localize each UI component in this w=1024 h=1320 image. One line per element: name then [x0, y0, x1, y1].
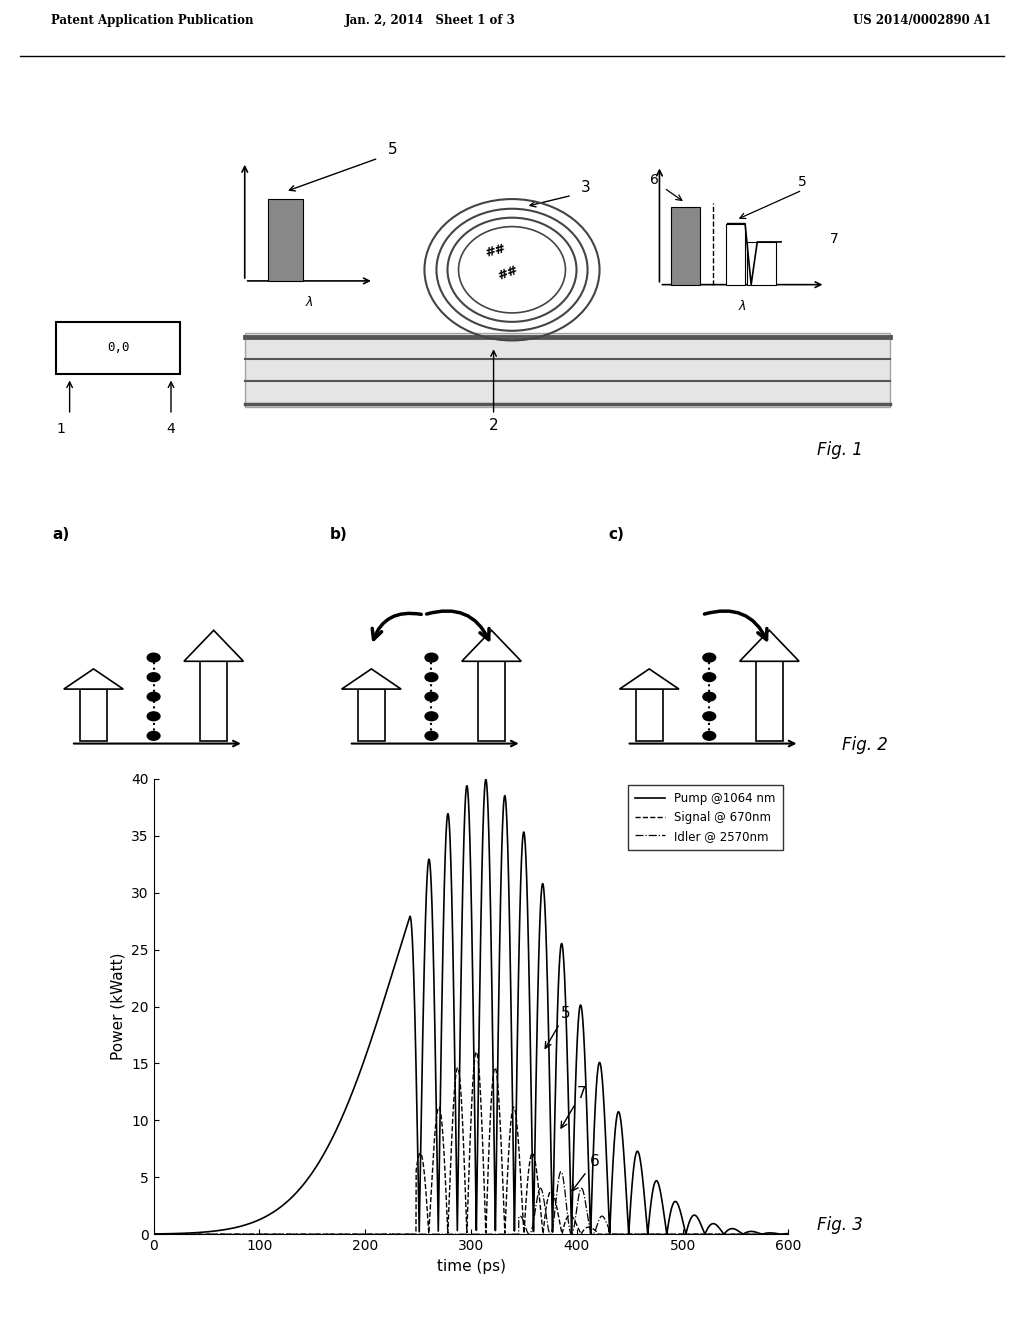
- Text: b): b): [330, 528, 348, 543]
- Signal @ 670nm: [387, 1226, 399, 1242]
- Y-axis label: Power (kWatt): Power (kWatt): [111, 953, 126, 1060]
- Text: Fig. 2: Fig. 2: [843, 735, 888, 754]
- Signal @ 670nm: [298, 1226, 310, 1242]
- Text: λ: λ: [738, 300, 746, 313]
- Pump @1064 nm: [298, 1175, 310, 1191]
- X-axis label: time (ps): time (ps): [436, 1258, 506, 1274]
- Circle shape: [425, 692, 438, 701]
- Circle shape: [702, 731, 716, 741]
- Pump @1064 nm: [782, 1226, 795, 1242]
- Signal @ 670nm: [432, 1101, 444, 1117]
- Text: ##: ##: [483, 242, 507, 260]
- Text: 6: 6: [572, 1154, 599, 1191]
- Pump @1064 nm: [295, 1180, 307, 1196]
- Text: 7: 7: [561, 1085, 587, 1129]
- Signal @ 670nm: [470, 1044, 482, 1060]
- Text: US 2014/0002890 A1: US 2014/0002890 A1: [853, 15, 990, 28]
- Polygon shape: [184, 630, 244, 661]
- Signal @ 670nm: [295, 1226, 307, 1242]
- Text: 3: 3: [581, 181, 591, 195]
- Circle shape: [425, 711, 438, 721]
- Polygon shape: [620, 669, 679, 689]
- Polygon shape: [462, 630, 521, 661]
- Text: 6: 6: [650, 173, 659, 187]
- Idler @ 2570nm: [777, 1226, 790, 1242]
- Polygon shape: [739, 630, 799, 661]
- Text: c): c): [608, 528, 624, 543]
- Pump @1064 nm: [479, 771, 492, 787]
- Circle shape: [702, 711, 716, 721]
- Idler @ 2570nm: [301, 1226, 313, 1242]
- Text: ##: ##: [496, 264, 519, 284]
- Signal @ 670nm: [782, 1226, 795, 1242]
- Pump @1064 nm: [147, 1226, 160, 1242]
- Text: 5: 5: [387, 143, 397, 157]
- Bar: [268, 199, 303, 281]
- Text: 7: 7: [830, 232, 839, 246]
- Signal @ 670nm: [301, 1226, 313, 1242]
- Circle shape: [147, 731, 160, 741]
- Signal @ 670nm: [777, 1226, 790, 1242]
- Text: 4: 4: [167, 422, 175, 437]
- Text: 2: 2: [488, 418, 499, 433]
- Text: 0,0: 0,0: [106, 342, 129, 354]
- Signal @ 670nm: [147, 1226, 160, 1242]
- Text: 5: 5: [798, 176, 807, 190]
- Circle shape: [425, 653, 438, 661]
- Text: Patent Application Publication: Patent Application Publication: [51, 15, 254, 28]
- Text: 5: 5: [545, 1006, 570, 1048]
- Polygon shape: [245, 333, 890, 408]
- Idler @ 2570nm: [147, 1226, 160, 1242]
- Pump @1064 nm: [777, 1226, 790, 1242]
- Circle shape: [147, 673, 160, 681]
- Idler @ 2570nm: [432, 1226, 444, 1242]
- Circle shape: [702, 653, 716, 661]
- Bar: [671, 206, 700, 285]
- Polygon shape: [63, 669, 123, 689]
- Circle shape: [147, 692, 160, 701]
- Pump @1064 nm: [301, 1171, 313, 1187]
- Bar: [80, 689, 108, 741]
- Text: λ: λ: [305, 296, 313, 309]
- Circle shape: [425, 673, 438, 681]
- Bar: [636, 689, 663, 741]
- Idler @ 2570nm: [295, 1226, 307, 1242]
- Polygon shape: [342, 669, 401, 689]
- Circle shape: [702, 692, 716, 701]
- Bar: [357, 689, 385, 741]
- Circle shape: [702, 673, 716, 681]
- Idler @ 2570nm: [782, 1226, 795, 1242]
- Text: Fig. 1: Fig. 1: [817, 441, 862, 459]
- Bar: [756, 661, 783, 741]
- Bar: [200, 661, 227, 741]
- Line: Signal @ 670nm: Signal @ 670nm: [154, 1052, 788, 1234]
- Line: Pump @1064 nm: Pump @1064 nm: [154, 779, 788, 1234]
- Text: Fig. 3: Fig. 3: [817, 1216, 862, 1234]
- Idler @ 2570nm: [555, 1164, 567, 1180]
- Idler @ 2570nm: [387, 1226, 399, 1242]
- Bar: [748, 242, 776, 285]
- Bar: [56, 322, 180, 374]
- Text: a): a): [52, 528, 70, 543]
- Pump @1064 nm: [775, 1226, 787, 1242]
- Text: Jan. 2, 2014   Sheet 1 of 3: Jan. 2, 2014 Sheet 1 of 3: [345, 15, 515, 28]
- Pump @1064 nm: [387, 964, 399, 979]
- Text: 1: 1: [56, 422, 65, 437]
- Idler @ 2570nm: [298, 1226, 310, 1242]
- Legend: Pump @1064 nm, Signal @ 670nm, Idler @ 2570nm: Pump @1064 nm, Signal @ 670nm, Idler @ 2…: [628, 784, 782, 850]
- Pump @1064 nm: [432, 1216, 444, 1232]
- Circle shape: [147, 711, 160, 721]
- Circle shape: [147, 653, 160, 661]
- Circle shape: [425, 731, 438, 741]
- Bar: [726, 223, 745, 285]
- Bar: [478, 661, 505, 741]
- Line: Idler @ 2570nm: Idler @ 2570nm: [154, 1172, 788, 1234]
